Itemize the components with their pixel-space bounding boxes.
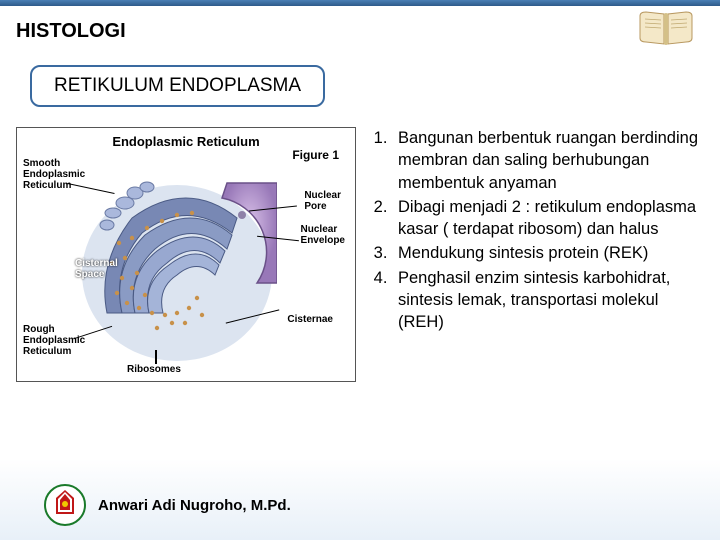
- label-nuclear-pore: Nuclear Pore: [304, 190, 341, 212]
- point-item: Dibagi menjadi 2 : retikulum endoplasma …: [392, 196, 702, 241]
- subtitle-text: RETIKULUM ENDOPLASMA: [54, 75, 301, 96]
- label-rough-er: Rough Endoplasmic Reticulum: [23, 324, 85, 357]
- figure-number: Figure 1: [292, 148, 339, 162]
- pointer: [155, 350, 157, 364]
- footer: Anwari Adi Nugroho, M.Pd.: [44, 484, 291, 526]
- points-list: Bangunan berbentuk ruangan berdinding me…: [370, 127, 702, 333]
- point-item: Penghasil enzim sintesis karbohidrat, si…: [392, 267, 702, 334]
- point-item: Bangunan berbentuk ruangan berdinding me…: [392, 127, 702, 194]
- label-cisternae: Cisternae: [287, 314, 333, 325]
- label-smooth-er: Smooth Endoplasmic Reticulum: [23, 158, 85, 191]
- label-cisternal-space: Cisternal Space: [75, 258, 118, 280]
- header-accent-bar: [0, 0, 720, 6]
- label-ribosomes: Ribosomes: [127, 364, 181, 375]
- book-icon: [636, 8, 696, 50]
- author-name: Anwari Adi Nugroho, M.Pd.: [98, 497, 291, 514]
- er-figure: Endoplasmic Reticulum Figure 1: [16, 127, 356, 382]
- content-row: Endoplasmic Reticulum Figure 1: [0, 127, 720, 382]
- points-list-container: Bangunan berbentuk ruangan berdinding me…: [370, 127, 702, 382]
- label-nuclear-envelope: Nuclear Envelope: [301, 224, 345, 246]
- institution-logo-icon: [44, 484, 86, 526]
- point-item: Mendukung sintesis protein (REK): [392, 242, 702, 264]
- page-title: HISTOLOGI: [16, 20, 720, 43]
- subtitle-box: RETIKULUM ENDOPLASMA: [30, 65, 325, 107]
- figure-title: Endoplasmic Reticulum: [112, 134, 259, 149]
